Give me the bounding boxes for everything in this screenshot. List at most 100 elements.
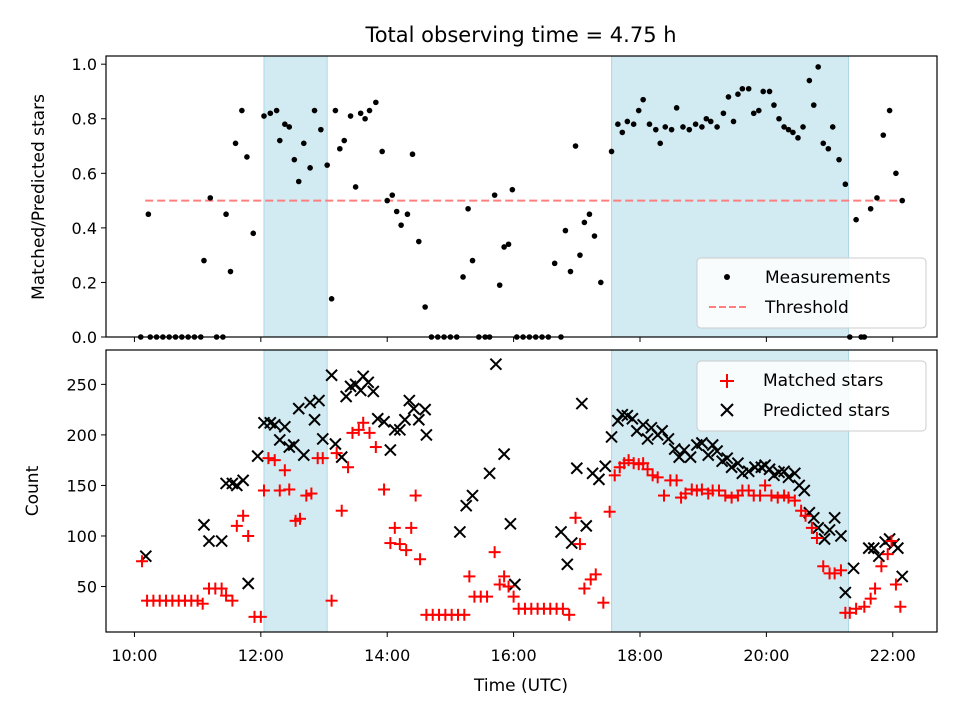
measurement-point xyxy=(624,118,631,125)
matched-point xyxy=(881,548,894,561)
matched-point xyxy=(573,538,586,551)
measurement-point xyxy=(619,129,626,136)
measurement-point xyxy=(867,205,874,212)
measurement-point xyxy=(422,304,428,310)
measurement-point xyxy=(379,148,385,155)
predicted-point xyxy=(497,447,511,461)
ratio-y-tick-label: 0.6 xyxy=(72,164,97,183)
measurement-point xyxy=(496,282,503,288)
predicted-point xyxy=(215,534,228,548)
measurement-point xyxy=(562,227,569,234)
predicted-point xyxy=(268,418,281,432)
matched-point xyxy=(637,457,650,470)
matched-point xyxy=(578,582,591,595)
measurement-point xyxy=(239,107,245,114)
measurement-point xyxy=(795,135,801,141)
measurement-point xyxy=(545,334,552,340)
measurement-point xyxy=(153,334,160,340)
predicted-point xyxy=(308,413,321,426)
matched-point xyxy=(342,461,355,474)
count-plot-area xyxy=(105,349,938,633)
measurement-point xyxy=(453,334,460,340)
matched-point xyxy=(608,469,621,482)
predicted-point xyxy=(720,451,734,465)
measurement-point xyxy=(630,121,637,128)
measurement-point xyxy=(137,334,144,340)
predicted-point xyxy=(453,525,467,539)
predicted-point xyxy=(605,430,618,444)
measurement-point xyxy=(191,334,198,340)
matched-point xyxy=(805,521,818,534)
measurement-point xyxy=(166,334,172,340)
predicted-point xyxy=(580,519,593,533)
measurement-point xyxy=(846,334,853,340)
predicted-point xyxy=(807,511,820,524)
matched-point xyxy=(858,600,871,613)
predicted-point xyxy=(655,424,669,438)
x-tick-label: 22:00 xyxy=(870,646,916,665)
predicted-point xyxy=(508,578,522,591)
predicted-point xyxy=(662,432,675,446)
legend-measurements-label: Measurements xyxy=(765,268,891,288)
measurement-point xyxy=(476,334,482,340)
matched-point xyxy=(405,521,418,534)
predicted-point xyxy=(731,456,745,470)
measurement-point xyxy=(513,334,520,340)
matched-point xyxy=(799,509,812,522)
measurement-point xyxy=(147,334,154,340)
matched-point xyxy=(685,483,698,496)
matched-point xyxy=(136,555,149,568)
measurement-point xyxy=(608,148,615,155)
measurement-point xyxy=(328,296,335,302)
measurement-point xyxy=(815,64,821,70)
measurement-point xyxy=(223,211,229,218)
measurement-point xyxy=(357,110,364,117)
matched-point xyxy=(502,580,515,593)
matched-point xyxy=(493,578,506,591)
measurement-point xyxy=(261,113,267,119)
measurement-point xyxy=(145,211,152,218)
predicted-point xyxy=(278,420,292,434)
measurement-point xyxy=(526,334,533,340)
predicted-point xyxy=(292,402,305,415)
predicted-point xyxy=(418,403,432,416)
measurement-point xyxy=(295,178,302,185)
matched-point xyxy=(268,454,281,467)
matched-point xyxy=(742,484,755,497)
matched-point xyxy=(850,602,863,615)
measurement-point xyxy=(739,85,746,92)
predicted-point xyxy=(565,536,578,550)
predicted-point xyxy=(839,586,852,599)
matched-point xyxy=(843,606,856,619)
measurement-point xyxy=(567,268,574,275)
matched-point xyxy=(875,560,888,573)
measurement-point xyxy=(207,195,214,201)
predicted-point xyxy=(287,438,300,452)
measurement-point xyxy=(635,107,642,114)
predicted-point xyxy=(811,521,825,535)
measurement-point xyxy=(244,154,250,160)
measurement-point xyxy=(460,274,466,280)
predicted-point xyxy=(367,385,380,398)
measurement-point xyxy=(771,102,777,108)
measurement-point xyxy=(324,162,330,168)
predicted-point xyxy=(611,414,625,427)
measurement-point xyxy=(282,121,288,128)
predicted-point xyxy=(241,577,255,590)
matched-point xyxy=(695,483,708,496)
predicted-point xyxy=(862,541,875,555)
measurement-point xyxy=(398,222,404,228)
matched-point xyxy=(369,441,382,454)
measurement-point xyxy=(668,126,675,133)
predicted-point xyxy=(407,402,420,415)
predicted-point xyxy=(834,529,848,543)
matched-point xyxy=(810,532,823,544)
measurement-point xyxy=(776,115,782,122)
measurement-point xyxy=(861,334,868,340)
matched-point xyxy=(273,484,286,497)
matched-point xyxy=(651,471,664,484)
measurement-point xyxy=(447,334,454,340)
count-y-tick-label: 50 xyxy=(77,578,97,597)
matched-point xyxy=(226,594,239,607)
measurement-point xyxy=(532,334,539,340)
